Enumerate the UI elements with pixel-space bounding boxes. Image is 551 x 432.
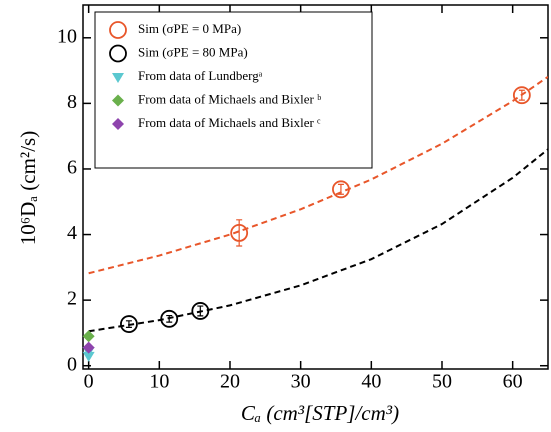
x-tick-label: 60 xyxy=(503,371,523,393)
y-axis-label: 10⁶Dₐ (cm²/s) xyxy=(16,131,40,245)
y-tick-label: 2 xyxy=(67,288,77,310)
error-bar xyxy=(166,314,173,323)
legend-box xyxy=(94,11,373,169)
y-tick-label: 4 xyxy=(67,222,77,244)
legend-label: From data of Michaels and Bixler ᵇ xyxy=(138,91,321,106)
legend-marker xyxy=(112,73,124,83)
error-bar xyxy=(197,305,204,317)
data-point xyxy=(332,180,350,199)
data-point xyxy=(512,86,531,105)
x-tick-label: 20 xyxy=(220,371,240,393)
data-point xyxy=(82,330,95,343)
error-bar xyxy=(518,89,525,101)
data-point xyxy=(230,224,249,242)
plot-frame xyxy=(82,4,549,370)
legend-label: From data of Lundbergᵃ xyxy=(138,68,263,83)
fit-line xyxy=(88,75,548,275)
x-tick-label: 40 xyxy=(361,371,381,393)
legend-label: From data of Michaels and Bixler ᶜ xyxy=(138,115,321,130)
x-tick-label: 50 xyxy=(432,371,452,393)
legend-label: Sim (σPE = 80 MPa) xyxy=(138,44,248,59)
y-tick-label: 8 xyxy=(67,91,77,113)
data-point xyxy=(160,309,179,328)
error-bar xyxy=(337,183,344,195)
legend-marker xyxy=(109,21,127,39)
x-tick-label: 10 xyxy=(149,371,169,393)
x-tick-label: 30 xyxy=(291,371,311,393)
legend-marker xyxy=(109,44,127,63)
error-bar xyxy=(125,320,132,328)
y-tick-label: 10 xyxy=(57,25,77,47)
data-point xyxy=(191,302,210,320)
legend-marker xyxy=(112,118,124,130)
legend-label: Sim (σPE = 0 MPa) xyxy=(138,21,241,36)
x-tick-label: 0 xyxy=(84,371,94,393)
fit-line xyxy=(88,148,548,333)
data-point xyxy=(120,315,138,333)
legend-marker xyxy=(112,94,124,107)
x-axis-label: Cₐ (cm³[STP]/cm³) xyxy=(241,401,399,425)
y-tick-label: 6 xyxy=(67,157,77,179)
data-point xyxy=(82,341,95,354)
y-tick-label: 0 xyxy=(67,353,77,375)
